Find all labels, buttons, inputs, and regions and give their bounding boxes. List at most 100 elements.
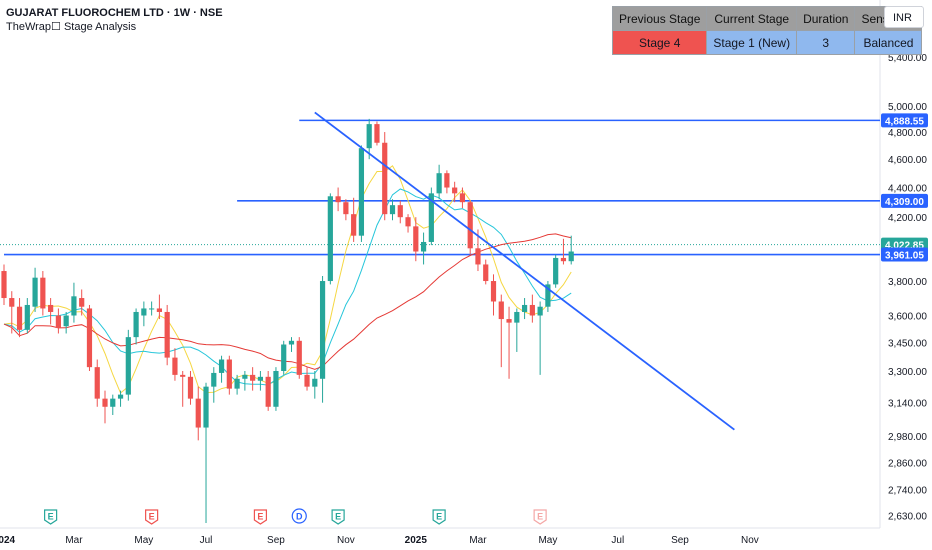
candle[interactable] [94, 359, 100, 407]
candle[interactable] [250, 367, 256, 391]
candle[interactable] [40, 271, 46, 316]
candle[interactable] [16, 298, 23, 338]
indicator-title[interactable]: TheWrap☐ Stage Analysis [6, 21, 137, 33]
earnings-marker[interactable]: E [533, 509, 547, 525]
candle[interactable] [180, 371, 186, 407]
candle[interactable] [86, 304, 93, 371]
candle[interactable] [125, 329, 131, 401]
candle[interactable] [288, 337, 295, 352]
candle-body [32, 277, 38, 307]
candle[interactable] [358, 145, 365, 242]
earnings-marker[interactable]: E [432, 509, 446, 525]
candle[interactable] [514, 308, 520, 352]
candle[interactable] [281, 340, 287, 375]
candle[interactable] [319, 276, 326, 403]
candle[interactable] [63, 311, 69, 334]
candle[interactable] [444, 170, 450, 194]
earnings-marker[interactable]: E [331, 509, 345, 525]
price-tick-label: 4,800.00 [888, 128, 927, 139]
candle[interactable] [560, 238, 567, 265]
candle[interactable] [413, 217, 419, 262]
candle[interactable] [141, 301, 147, 327]
candle[interactable] [79, 289, 85, 316]
candle[interactable] [172, 348, 178, 381]
candle-body [483, 264, 489, 282]
earnings-marker[interactable]: E [44, 509, 58, 525]
candle[interactable] [351, 197, 357, 242]
candle[interactable] [48, 298, 54, 325]
candle[interactable] [467, 200, 473, 255]
candle[interactable] [529, 294, 535, 323]
price-tick-label: 4,200.00 [888, 213, 927, 224]
candle[interactable] [405, 214, 411, 233]
candle[interactable] [211, 367, 217, 403]
candle[interactable] [187, 371, 194, 405]
candle[interactable] [537, 301, 543, 375]
candle[interactable] [452, 181, 458, 203]
candle[interactable] [273, 367, 279, 411]
candle[interactable] [436, 164, 442, 200]
candle[interactable] [164, 304, 170, 366]
event-marker-letter: E [537, 512, 543, 522]
candle[interactable] [133, 308, 139, 345]
candle[interactable] [102, 390, 108, 424]
earnings-marker[interactable]: E [253, 509, 268, 525]
candle[interactable] [490, 274, 497, 316]
price-tick-label: 2,860.00 [888, 458, 927, 469]
candle[interactable] [335, 187, 341, 212]
candle[interactable] [382, 132, 388, 221]
candle[interactable] [218, 355, 225, 383]
candle[interactable] [304, 367, 310, 391]
candle[interactable] [257, 371, 264, 391]
candle[interactable] [117, 390, 124, 407]
candle[interactable] [428, 187, 434, 246]
candle[interactable] [374, 121, 380, 146]
earnings-marker[interactable]: E [145, 509, 159, 525]
currency-button[interactable]: INR [884, 6, 924, 28]
candle[interactable] [203, 382, 209, 524]
candle[interactable] [1, 264, 7, 305]
candle-body [234, 378, 240, 389]
candles[interactable] [1, 118, 574, 524]
candle[interactable] [483, 259, 489, 285]
candle[interactable] [568, 235, 574, 265]
candle[interactable] [506, 306, 512, 379]
trend-line-group[interactable] [314, 111, 735, 431]
candle[interactable] [32, 267, 38, 312]
candle[interactable] [553, 254, 559, 288]
candle[interactable] [149, 301, 155, 316]
candle[interactable] [343, 199, 349, 221]
candle[interactable] [389, 199, 396, 221]
candle[interactable] [265, 371, 271, 411]
candle[interactable] [226, 355, 232, 395]
time-axis-label: May [538, 535, 557, 546]
candle[interactable] [195, 386, 201, 441]
candle-body [1, 271, 7, 299]
candle[interactable] [498, 294, 504, 368]
candle[interactable] [55, 308, 61, 334]
candle[interactable] [397, 200, 403, 224]
candle[interactable] [242, 371, 248, 391]
candle[interactable] [327, 193, 333, 285]
symbol-title[interactable]: GUJARAT FLUOROCHEM LTD · 1W · NSE [6, 7, 223, 19]
candle[interactable] [521, 298, 528, 320]
candle[interactable] [110, 394, 116, 416]
candle[interactable] [459, 187, 466, 209]
candle[interactable] [156, 294, 162, 320]
candle[interactable] [296, 337, 302, 379]
candle[interactable] [9, 291, 15, 334]
candle[interactable] [24, 298, 30, 334]
dividend-marker[interactable]: D [291, 508, 307, 524]
time-axis[interactable]: 2024 Mar May Jul Sep Nov 2025 Mar May Jul Sep Nov [0, 535, 759, 546]
value-current-stage: Stage 1 (New) [706, 30, 798, 55]
candle-body [94, 367, 100, 399]
candle[interactable] [71, 282, 77, 323]
candle-body [420, 241, 427, 252]
price-axis[interactable]: 5,400.00 5,000.00 4,800.00 4,600.00 4,400.00… [881, 53, 928, 523]
candle[interactable] [312, 371, 318, 399]
price-label-text: 4,309.00 [885, 197, 924, 208]
candle[interactable] [234, 374, 240, 395]
candle[interactable] [545, 281, 551, 312]
candle[interactable] [420, 232, 427, 265]
